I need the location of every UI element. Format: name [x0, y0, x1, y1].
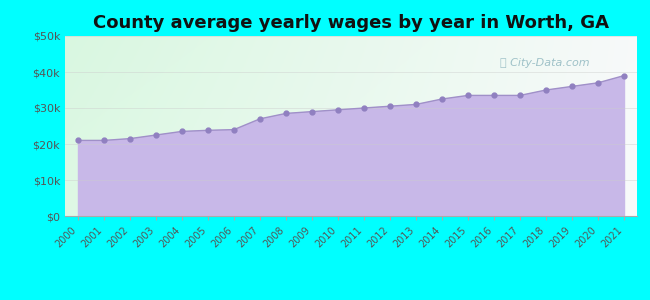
- Title: County average yearly wages by year in Worth, GA: County average yearly wages by year in W…: [93, 14, 609, 32]
- Text: ⓘ City-Data.com: ⓘ City-Data.com: [500, 58, 590, 68]
